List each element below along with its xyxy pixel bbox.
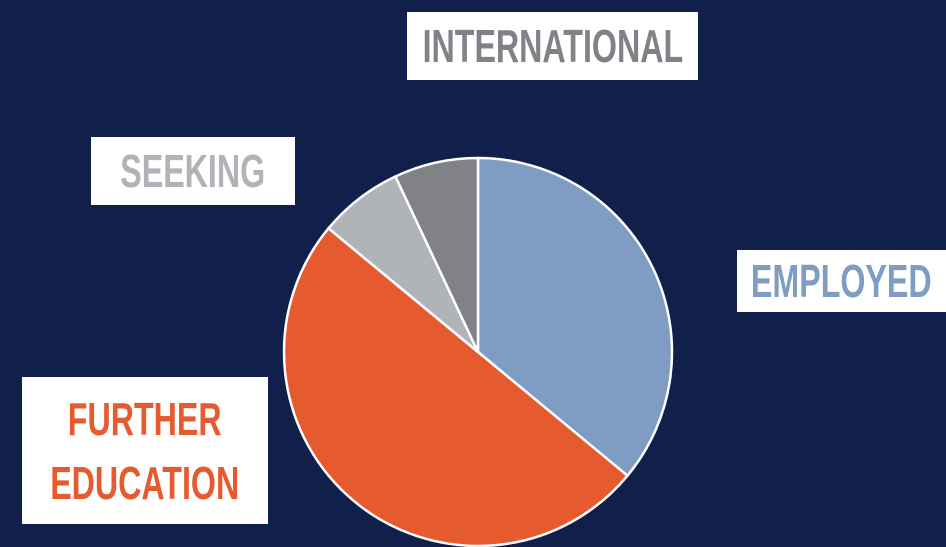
label-box: INTERNATIONAL <box>407 12 698 80</box>
slice-label: INTERNATIONAL <box>422 20 683 72</box>
slice-label: EMPLOYED <box>751 255 932 307</box>
pie-slice <box>282 227 629 547</box>
label-box: FURTHER EDUCATION <box>22 377 268 524</box>
label-box: EMPLOYED <box>737 250 946 312</box>
pie-slice <box>394 156 480 354</box>
slice-label: SEEKING <box>120 145 266 197</box>
slice-label: FURTHER EDUCATION <box>50 392 240 509</box>
label-box: SEEKING <box>91 137 295 205</box>
pie-slice <box>476 156 674 477</box>
